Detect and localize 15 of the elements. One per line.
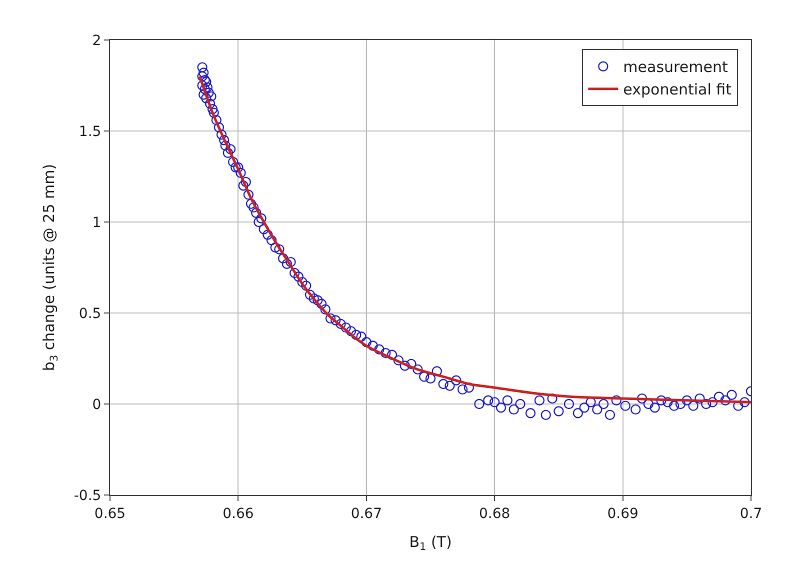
x-tick-label: 0.66	[222, 506, 254, 522]
x-tick-label: 0.67	[350, 506, 382, 522]
x-tick-label: 0.68	[479, 506, 510, 522]
y-tick-label: 2	[92, 32, 102, 49]
y-tick-label: -0.5	[74, 488, 102, 504]
x-axis-title: B$_{1}$ (T)	[409, 532, 452, 553]
y-tick-label: 0	[92, 396, 102, 413]
legend-label: exponential fit	[623, 80, 732, 99]
legend-label: measurement	[623, 58, 728, 76]
x-tick-label: 0.65	[94, 506, 126, 522]
y-tick-label: 0.5	[78, 306, 102, 322]
x-tick-label: 0.7	[740, 506, 762, 522]
y-tick-label: 1.5	[78, 124, 102, 140]
y-tick-label: 1	[92, 214, 102, 231]
x-tick-label: 0.69	[607, 506, 638, 522]
